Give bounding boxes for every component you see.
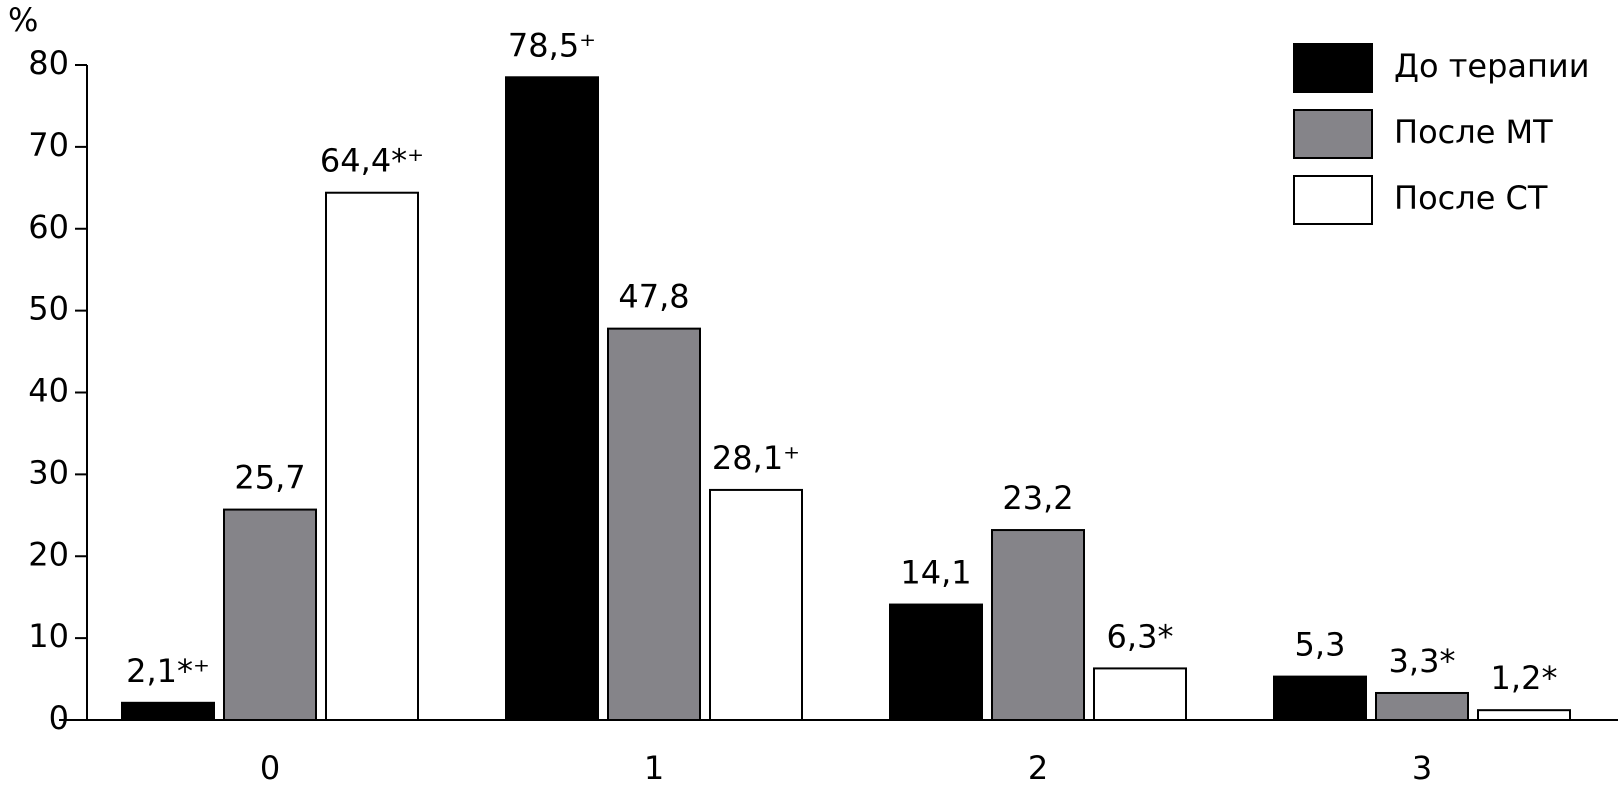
y-tick-label: 70 xyxy=(28,126,69,164)
y-tick-label: 40 xyxy=(28,372,69,410)
y-tick-label: 0 xyxy=(49,699,69,737)
value-label: 25,7 xyxy=(234,459,305,497)
value-label: 23,2 xyxy=(1002,479,1073,517)
bar xyxy=(325,191,419,722)
y-tick-label: 50 xyxy=(28,290,69,328)
legend-swatch xyxy=(1293,109,1373,159)
legend-label: После МТ xyxy=(1394,113,1553,151)
legend-swatch xyxy=(1293,43,1373,93)
bar xyxy=(709,488,803,721)
y-axis-title: % xyxy=(8,1,38,39)
x-tick-label: 1 xyxy=(644,749,664,787)
value-label: 6,3* xyxy=(1107,617,1174,655)
y-tick-label: 80 xyxy=(28,44,69,82)
bar xyxy=(1093,667,1187,722)
bar xyxy=(889,603,983,722)
value-label: 2,1*⁺ xyxy=(126,652,210,690)
bar xyxy=(505,76,599,721)
value-label: 14,1 xyxy=(900,554,971,592)
bar xyxy=(1477,709,1571,721)
bar xyxy=(1273,675,1367,722)
bar xyxy=(991,529,1085,721)
legend-label: До терапии xyxy=(1394,47,1590,85)
y-tick-label: 30 xyxy=(28,453,69,491)
value-label: 1,2* xyxy=(1491,659,1558,697)
value-label: 28,1⁺ xyxy=(712,439,800,477)
bar xyxy=(607,327,701,721)
y-tick-label: 10 xyxy=(28,617,69,655)
legend-label: После СТ xyxy=(1394,179,1548,217)
y-tick-label: 60 xyxy=(28,208,69,246)
x-tick-label: 0 xyxy=(260,749,280,787)
bar xyxy=(223,508,317,721)
value-label: 47,8 xyxy=(618,278,689,316)
x-tick-label: 3 xyxy=(1412,749,1432,787)
y-tick-label: 20 xyxy=(28,535,69,573)
value-label: 64,4*⁺ xyxy=(320,142,424,180)
legend-swatch xyxy=(1293,175,1373,225)
x-tick-label: 2 xyxy=(1028,749,1048,787)
value-label: 78,5⁺ xyxy=(508,26,596,64)
value-label: 5,3 xyxy=(1295,626,1346,664)
value-label: 3,3* xyxy=(1389,642,1456,680)
bar xyxy=(1375,691,1469,722)
bar xyxy=(121,701,215,722)
